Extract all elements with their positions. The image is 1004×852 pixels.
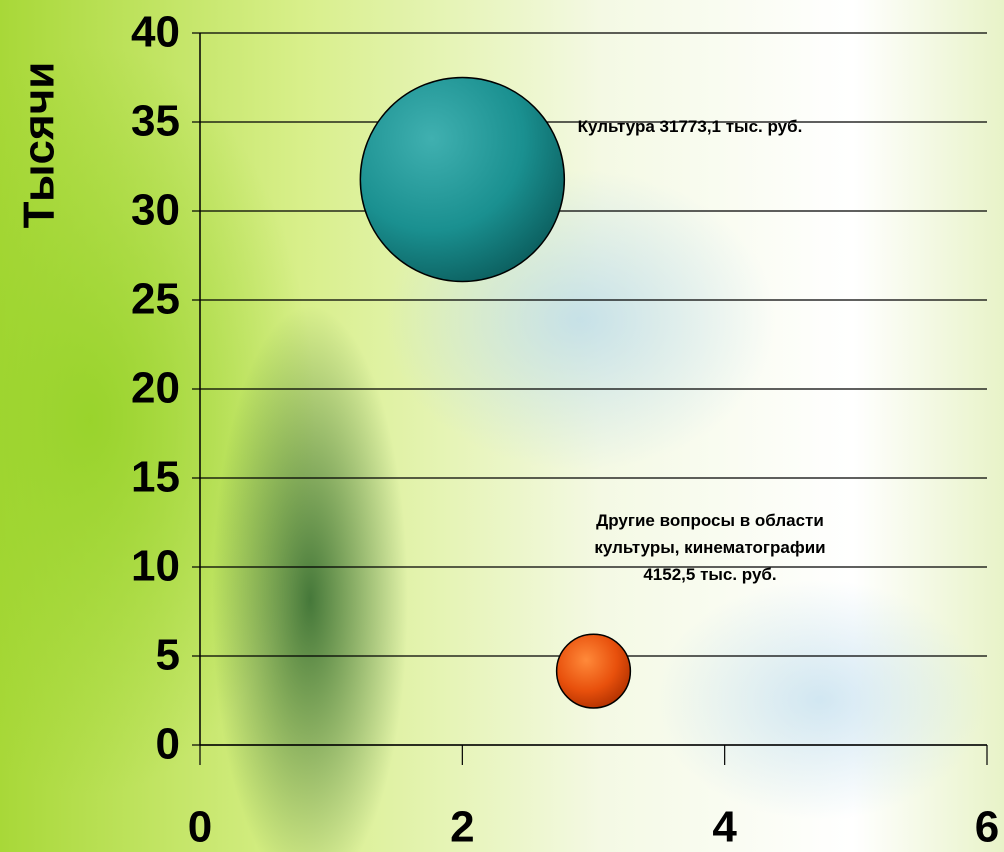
data-label: Культура 31773,1 тыс. руб. bbox=[577, 117, 803, 136]
y-tick-label: 40 bbox=[131, 8, 180, 57]
y-tick-label: 5 bbox=[156, 631, 180, 680]
bubble bbox=[359, 76, 566, 283]
x-tick-label: 4 bbox=[712, 803, 737, 852]
y-tick-label: 0 bbox=[156, 720, 180, 769]
y-tick-label: 35 bbox=[131, 97, 180, 146]
y-tick-label: 30 bbox=[131, 186, 180, 235]
x-tick-label: 0 bbox=[188, 803, 212, 852]
y-tick-label: 20 bbox=[131, 364, 180, 413]
x-tick-label: 6 bbox=[975, 803, 999, 852]
y-axis-title: Тысячи bbox=[15, 62, 64, 229]
x-tick-label: 2 bbox=[450, 803, 474, 852]
data-label: Другие вопросы в области культуры, кинем… bbox=[594, 511, 826, 584]
y-tick-label: 25 bbox=[131, 275, 180, 324]
bubble bbox=[555, 633, 632, 709]
data-label-box: Другие вопросы в области культуры, кинем… bbox=[594, 511, 826, 584]
data-label-box: Культура 31773,1 тыс. руб. bbox=[577, 117, 803, 136]
y-tick-label: 10 bbox=[131, 542, 180, 591]
y-tick-label: 15 bbox=[131, 453, 180, 502]
